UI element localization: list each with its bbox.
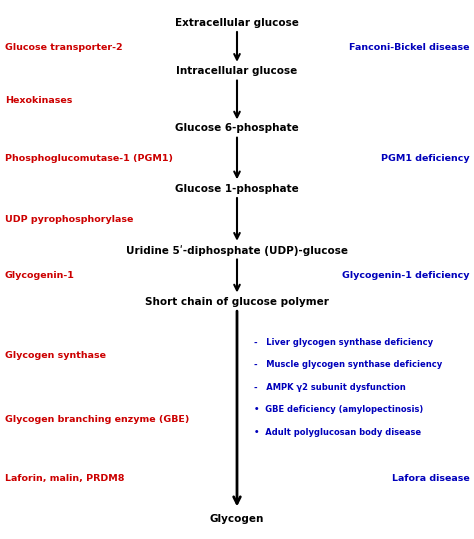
Text: UDP pyrophosphorylase: UDP pyrophosphorylase: [5, 216, 133, 224]
Text: PGM1 deficiency: PGM1 deficiency: [381, 154, 469, 163]
Text: Fanconi-Bickel disease: Fanconi-Bickel disease: [349, 43, 469, 52]
Text: Glycogenin-1: Glycogenin-1: [5, 272, 74, 280]
Text: Extracellular glucose: Extracellular glucose: [175, 18, 299, 27]
Text: Glycogen: Glycogen: [210, 514, 264, 523]
Text: Lafora disease: Lafora disease: [392, 474, 469, 483]
Text: -   Liver glycogen synthase deficiency: - Liver glycogen synthase deficiency: [254, 338, 433, 347]
Text: Glycogen synthase: Glycogen synthase: [5, 351, 106, 360]
Text: Short chain of glucose polymer: Short chain of glucose polymer: [145, 297, 329, 307]
Text: Glucose transporter-2: Glucose transporter-2: [5, 43, 122, 52]
Text: -   AMPK γ2 subunit dysfunction: - AMPK γ2 subunit dysfunction: [254, 383, 405, 392]
Text: Glucose 1-phosphate: Glucose 1-phosphate: [175, 184, 299, 194]
Text: Glycogen branching enzyme (GBE): Glycogen branching enzyme (GBE): [5, 415, 189, 424]
Text: Glycogenin-1 deficiency: Glycogenin-1 deficiency: [342, 272, 469, 280]
Text: Glucose 6-phosphate: Glucose 6-phosphate: [175, 123, 299, 133]
Text: Uridine 5ʹ-diphosphate (UDP)-glucose: Uridine 5ʹ-diphosphate (UDP)-glucose: [126, 245, 348, 256]
Text: -   Muscle glycogen synthase deficiency: - Muscle glycogen synthase deficiency: [254, 361, 442, 369]
Text: Intracellular glucose: Intracellular glucose: [176, 66, 298, 76]
Text: Laforin, malin, PRDM8: Laforin, malin, PRDM8: [5, 474, 124, 483]
Text: Hexokinases: Hexokinases: [5, 96, 72, 105]
Text: •  GBE deficiency (amylopectinosis): • GBE deficiency (amylopectinosis): [254, 405, 423, 414]
Text: •  Adult polyglucosan body disease: • Adult polyglucosan body disease: [254, 428, 421, 437]
Text: Phosphoglucomutase-1 (PGM1): Phosphoglucomutase-1 (PGM1): [5, 154, 173, 163]
